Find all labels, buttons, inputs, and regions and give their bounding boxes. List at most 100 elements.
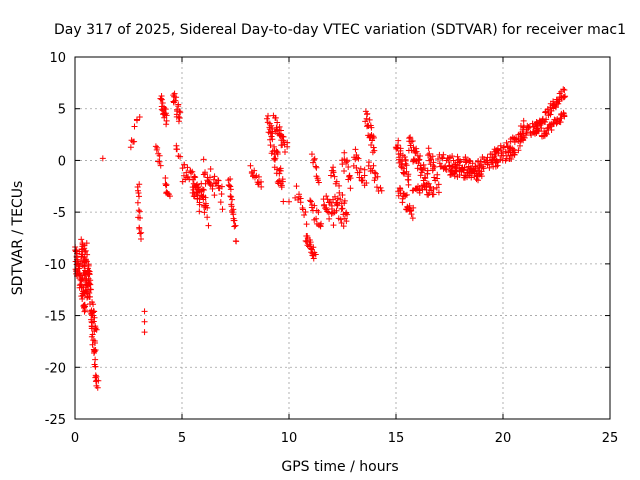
- data-point: [443, 166, 450, 173]
- data-point: [440, 151, 447, 158]
- data-point: [162, 106, 169, 113]
- data-point: [307, 198, 314, 205]
- data-point: [191, 193, 198, 200]
- data-point: [92, 374, 99, 381]
- chart-title: Day 317 of 2025, Sidereal Day-to-day VTE…: [54, 22, 626, 38]
- data-point: [315, 179, 322, 186]
- data-point: [333, 207, 340, 214]
- y-tick-label: 5: [58, 103, 66, 118]
- data-point: [515, 147, 522, 154]
- data-point: [175, 103, 182, 110]
- data-point: [330, 169, 337, 176]
- data-point: [480, 165, 487, 172]
- data-point: [90, 349, 97, 356]
- data-point: [518, 134, 525, 141]
- data-point: [312, 251, 319, 258]
- data-point: [407, 134, 414, 141]
- y-tick-label: 0: [58, 154, 66, 169]
- data-point: [177, 109, 184, 116]
- data-point: [336, 182, 343, 189]
- data-point: [77, 258, 84, 265]
- data-point: [337, 216, 344, 223]
- data-point: [86, 289, 93, 296]
- data-point: [231, 223, 238, 230]
- data-point: [371, 169, 378, 176]
- data-point: [179, 165, 186, 172]
- data-point: [312, 163, 319, 170]
- data-point: [90, 301, 97, 308]
- data-point: [138, 236, 145, 243]
- data-point: [425, 145, 432, 152]
- data-point: [177, 153, 184, 160]
- data-point: [435, 189, 442, 196]
- data-point: [393, 145, 400, 152]
- data-point: [89, 341, 96, 348]
- data-point: [503, 139, 510, 146]
- data-point: [93, 382, 100, 389]
- data-point: [280, 138, 287, 145]
- data-point: [195, 186, 202, 193]
- data-point: [370, 144, 377, 151]
- data-point: [211, 173, 218, 180]
- data-point: [268, 122, 275, 129]
- data-point: [176, 114, 183, 121]
- data-point: [469, 160, 476, 167]
- plot-frame: [74, 56, 611, 420]
- data-point: [263, 115, 270, 122]
- data-point: [296, 191, 303, 198]
- data-point: [276, 132, 283, 139]
- data-point: [137, 230, 144, 237]
- data-point: [92, 363, 99, 370]
- data-point: [205, 222, 212, 229]
- data-point: [430, 159, 437, 166]
- data-point: [361, 166, 368, 173]
- data-point: [163, 112, 170, 119]
- data-point: [85, 261, 92, 268]
- data-point: [311, 202, 318, 209]
- data-point: [95, 377, 102, 384]
- y-axis-label: SDTVAR / TECUs: [10, 181, 26, 296]
- data-point: [93, 373, 100, 380]
- data-point: [408, 138, 415, 145]
- data-point: [84, 251, 91, 258]
- data-point: [318, 220, 325, 227]
- data-point: [364, 111, 371, 118]
- data-point: [218, 191, 225, 198]
- data-point: [200, 186, 207, 193]
- data-point: [523, 132, 530, 139]
- data-point: [163, 117, 170, 124]
- x-tick-label: 15: [388, 431, 405, 446]
- data-point: [373, 184, 380, 191]
- x-tick-label: 25: [602, 431, 619, 446]
- data-point: [272, 114, 279, 121]
- data-point: [186, 176, 193, 183]
- data-point: [489, 159, 496, 166]
- data-point: [475, 177, 482, 184]
- data-point: [271, 155, 278, 162]
- data-point: [405, 176, 412, 183]
- data-point: [435, 181, 442, 188]
- x-tick-label: 20: [495, 431, 512, 446]
- data-point: [334, 202, 341, 209]
- data-point: [76, 248, 83, 255]
- data-point: [434, 155, 441, 162]
- data-point: [308, 151, 315, 158]
- data-point: [343, 218, 350, 225]
- data-point: [163, 181, 170, 188]
- data-point: [369, 149, 376, 156]
- data-point: [207, 165, 214, 172]
- data-point: [280, 133, 287, 140]
- data-point: [397, 147, 404, 154]
- data-point: [534, 126, 541, 133]
- data-point: [548, 127, 555, 134]
- y-tick-label: -5: [53, 206, 66, 221]
- data-point: [232, 222, 239, 229]
- data-point: [377, 184, 384, 191]
- data-point: [528, 132, 535, 139]
- data-point: [189, 168, 196, 175]
- data-point: [552, 104, 559, 111]
- data-point: [442, 165, 449, 172]
- data-point: [136, 208, 143, 215]
- data-point: [138, 229, 145, 236]
- data-point: [257, 178, 264, 185]
